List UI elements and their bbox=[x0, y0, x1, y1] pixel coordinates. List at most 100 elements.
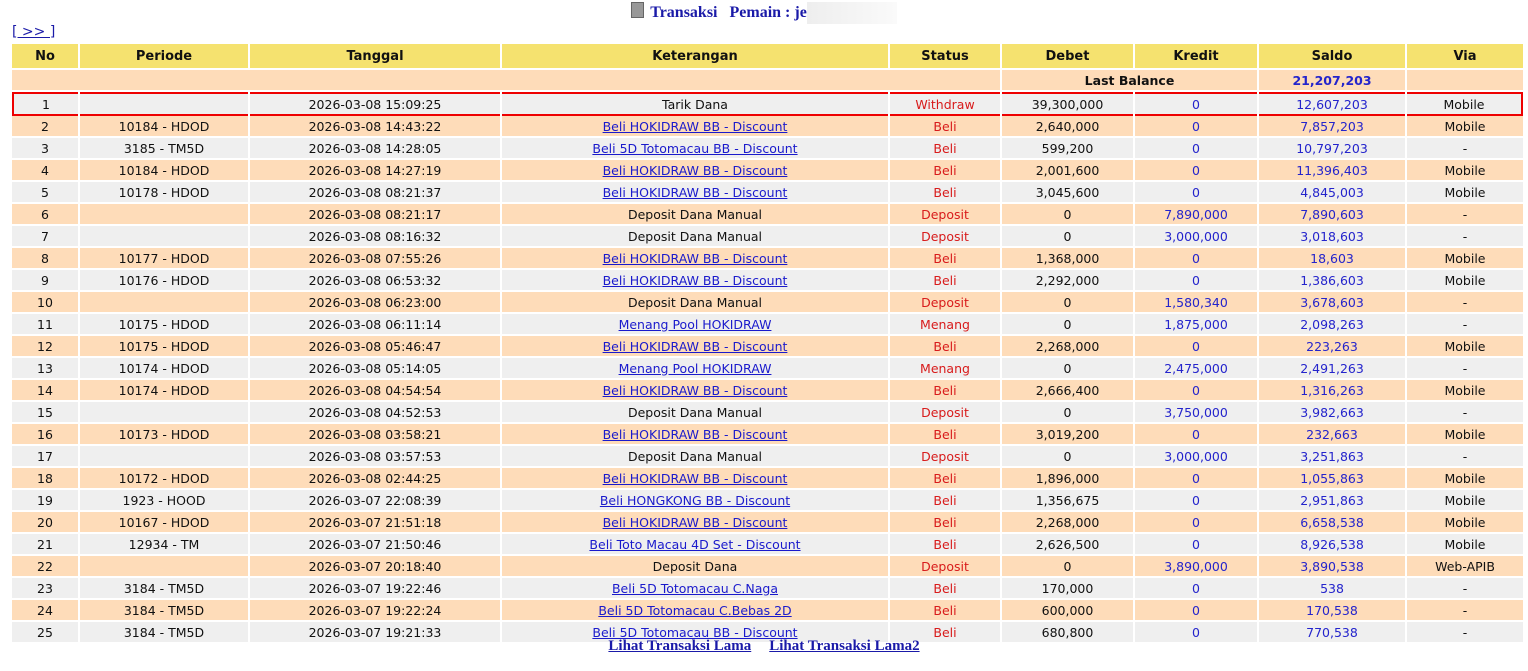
description-link[interactable]: Menang Pool HOKIDRAW bbox=[618, 360, 772, 376]
tanggal-cell: 2026-03-07 21:51:18 bbox=[250, 512, 500, 534]
table-row: 4 10184 - HDOD 2026-03-08 14:27:19 Beli HOK… bbox=[12, 160, 1523, 182]
no-cell: 17 bbox=[12, 446, 78, 468]
tanggal-cell: 2026-03-08 06:23:00 bbox=[250, 292, 500, 314]
column-header-via: Via bbox=[1407, 44, 1523, 70]
debet-cell: 0 bbox=[1002, 556, 1133, 578]
keterangan-cell: Tarik Dana bbox=[502, 92, 888, 116]
description-link[interactable]: Beli HOKIDRAW BB - Discount bbox=[602, 184, 788, 200]
keterangan-cell: Beli HOKIDRAW BB - Discount bbox=[502, 182, 888, 204]
periode-cell: 1923 - HOOD bbox=[80, 490, 248, 512]
status-cell: Beli bbox=[890, 622, 1000, 644]
transaction-table: No Periode Tanggal Keterangan Status Debet Kre… bbox=[10, 44, 1525, 644]
description-link[interactable]: Beli 5D Totomacau C.Bebas 2D bbox=[598, 602, 792, 618]
description-link[interactable]: Beli Toto Macau 4D Set - Discount bbox=[589, 536, 801, 552]
page-title: Transaksi Pemain : je bbox=[0, 2, 1528, 25]
keterangan-cell: Beli 5D Totomacau C.Naga bbox=[502, 578, 888, 600]
description-link[interactable]: Beli HOKIDRAW BB - Discount bbox=[602, 118, 788, 134]
last-balance-row: Last Balance 21,207,203 bbox=[12, 70, 1523, 92]
debet-cell: 2,626,500 bbox=[1002, 534, 1133, 556]
description-link[interactable]: Beli HOKIDRAW BB - Discount bbox=[602, 272, 788, 288]
tanggal-cell: 2026-03-08 15:09:25 bbox=[250, 92, 500, 116]
next-page-link[interactable]: [ >> ] bbox=[12, 24, 56, 40]
tanggal-cell: 2026-03-08 03:57:53 bbox=[250, 446, 500, 468]
description-link[interactable]: Beli HOKIDRAW BB - Discount bbox=[602, 250, 788, 266]
kredit-cell: 1,875,000 bbox=[1135, 314, 1257, 336]
via-cell: Web-APIB bbox=[1407, 556, 1523, 578]
tanggal-cell: 2026-03-08 05:14:05 bbox=[250, 358, 500, 380]
keterangan-cell: Beli HOKIDRAW BB - Discount bbox=[502, 468, 888, 490]
saldo-cell: 2,951,863 bbox=[1259, 490, 1405, 512]
saldo-cell: 3,018,603 bbox=[1259, 226, 1405, 248]
keterangan-cell: Beli Toto Macau 4D Set - Discount bbox=[502, 534, 888, 556]
description-link[interactable]: Beli 5D Totomacau BB - Discount bbox=[592, 624, 798, 640]
table-row: 6 2026-03-08 08:21:17 Deposit Dana Manual D… bbox=[12, 204, 1523, 226]
saldo-cell: 538 bbox=[1259, 578, 1405, 600]
status-cell: Beli bbox=[890, 600, 1000, 622]
no-cell: 18 bbox=[12, 468, 78, 490]
periode-cell bbox=[80, 204, 248, 226]
table-row: 22 2026-03-07 20:18:40 Deposit Dana Deposit… bbox=[12, 556, 1523, 578]
no-cell: 22 bbox=[12, 556, 78, 578]
no-cell: 21 bbox=[12, 534, 78, 556]
debet-cell: 2,001,600 bbox=[1002, 160, 1133, 182]
table-row: 21 12934 - TM 2026-03-07 21:50:46 Beli Toto… bbox=[12, 534, 1523, 556]
via-cell: - bbox=[1407, 314, 1523, 336]
old-transactions-2-link[interactable]: Lihat Transaksi Lama2 bbox=[769, 638, 920, 654]
footer-links: Lihat Transaksi Lama Lihat Transaksi Lama… bbox=[0, 638, 1528, 655]
kredit-cell: 0 bbox=[1135, 116, 1257, 138]
keterangan-cell: Deposit Dana Manual bbox=[502, 402, 888, 424]
description-link[interactable]: Beli HOKIDRAW BB - Discount bbox=[602, 514, 788, 530]
saldo-cell: 223,263 bbox=[1259, 336, 1405, 358]
blank-cell bbox=[1407, 70, 1523, 92]
saldo-cell: 7,890,603 bbox=[1259, 204, 1405, 226]
status-cell: Beli bbox=[890, 270, 1000, 292]
via-cell: - bbox=[1407, 578, 1523, 600]
description-link[interactable]: Beli HOKIDRAW BB - Discount bbox=[602, 338, 788, 354]
table-row: 18 10172 - HDOD 2026-03-08 02:44:25 Beli HO… bbox=[12, 468, 1523, 490]
periode-cell bbox=[80, 402, 248, 424]
periode-cell: 10174 - HDOD bbox=[80, 380, 248, 402]
table-row-highlighted: 1 2026-03-08 15:09:25 Tarik Dana Withdraw 39… bbox=[12, 92, 1523, 116]
old-transactions-link[interactable]: Lihat Transaksi Lama bbox=[608, 638, 752, 654]
keterangan-cell: Beli HOKIDRAW BB - Discount bbox=[502, 336, 888, 358]
tanggal-cell: 2026-03-08 07:55:26 bbox=[250, 248, 500, 270]
description-link[interactable]: Beli HOKIDRAW BB - Discount bbox=[602, 162, 788, 178]
kredit-cell: 0 bbox=[1135, 600, 1257, 622]
column-header-tanggal: Tanggal bbox=[250, 44, 500, 70]
no-cell: 6 bbox=[12, 204, 78, 226]
periode-cell bbox=[80, 226, 248, 248]
description-link[interactable]: Beli HOKIDRAW BB - Discount bbox=[602, 426, 788, 442]
saldo-cell: 232,663 bbox=[1259, 424, 1405, 446]
description-link[interactable]: Beli 5D Totomacau BB - Discount bbox=[592, 140, 798, 156]
debet-cell: 2,292,000 bbox=[1002, 270, 1133, 292]
kredit-cell: 0 bbox=[1135, 534, 1257, 556]
keterangan-cell: Menang Pool HOKIDRAW bbox=[502, 314, 888, 336]
via-cell: - bbox=[1407, 358, 1523, 380]
periode-cell: 3184 - TM5D bbox=[80, 578, 248, 600]
periode-cell: 12934 - TM bbox=[80, 534, 248, 556]
saldo-cell: 8,926,538 bbox=[1259, 534, 1405, 556]
table-row: 16 10173 - HDOD 2026-03-08 03:58:21 Beli HO… bbox=[12, 424, 1523, 446]
description-link[interactable]: Beli HOKIDRAW BB - Discount bbox=[602, 382, 788, 398]
debet-cell: 680,800 bbox=[1002, 622, 1133, 644]
description-link[interactable]: Beli 5D Totomacau C.Naga bbox=[611, 580, 778, 596]
description-link[interactable]: Beli HONGKONG BB - Discount bbox=[599, 492, 791, 508]
via-cell: Mobile bbox=[1407, 468, 1523, 490]
debet-cell: 39,300,000 bbox=[1002, 92, 1133, 116]
tanggal-cell: 2026-03-08 02:44:25 bbox=[250, 468, 500, 490]
tanggal-cell: 2026-03-08 08:21:37 bbox=[250, 182, 500, 204]
periode-cell bbox=[80, 92, 248, 116]
tanggal-cell: 2026-03-07 22:08:39 bbox=[250, 490, 500, 512]
table-row: 20 10167 - HDOD 2026-03-07 21:51:18 Beli HO… bbox=[12, 512, 1523, 534]
no-cell: 23 bbox=[12, 578, 78, 600]
no-cell: 14 bbox=[12, 380, 78, 402]
periode-cell: 10178 - HDOD bbox=[80, 182, 248, 204]
description-link[interactable]: Menang Pool HOKIDRAW bbox=[618, 316, 772, 332]
table-row: 8 10177 - HDOD 2026-03-08 07:55:26 Beli HOK… bbox=[12, 248, 1523, 270]
debet-cell: 1,896,000 bbox=[1002, 468, 1133, 490]
kredit-cell: 0 bbox=[1135, 160, 1257, 182]
no-cell: 9 bbox=[12, 270, 78, 292]
status-cell: Beli bbox=[890, 424, 1000, 446]
description-link[interactable]: Beli HOKIDRAW BB - Discount bbox=[602, 470, 788, 486]
via-cell: - bbox=[1407, 622, 1523, 644]
